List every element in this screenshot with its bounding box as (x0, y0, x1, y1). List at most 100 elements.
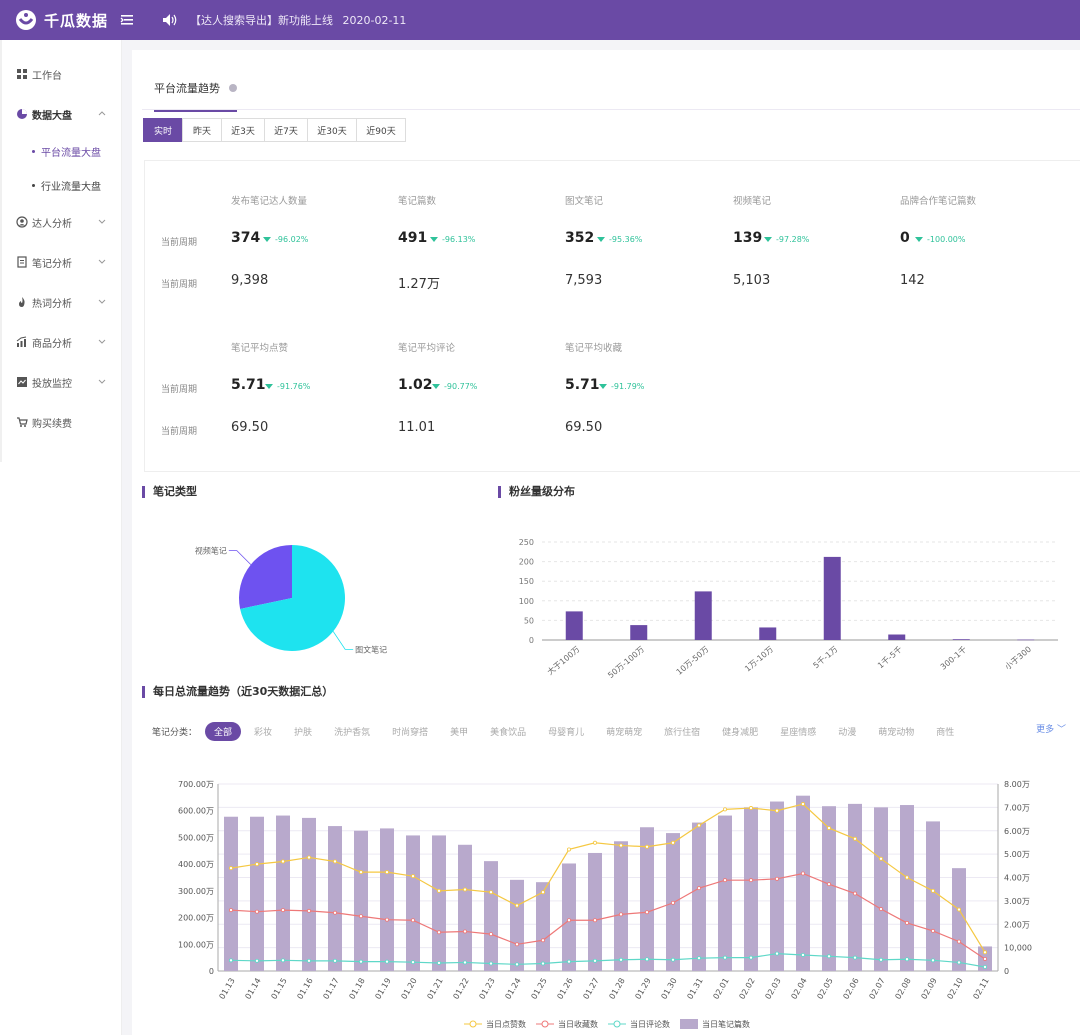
menu-toggle-icon[interactable] (118, 13, 136, 27)
bar (614, 841, 628, 971)
x-tick-label: 02.09 (919, 977, 938, 1001)
sidebar-item-data-dashboard[interactable]: 数据大盘 (0, 94, 121, 134)
x-tick-label: 02.11 (971, 977, 990, 1001)
legend-swatch (613, 1020, 621, 1028)
filter-chip[interactable]: 全部 (205, 722, 242, 741)
range-yesterday[interactable]: 昨天 (182, 118, 222, 142)
more-filters-button[interactable]: 更多 ﹀ (1036, 722, 1066, 735)
series-point (255, 862, 260, 867)
series-point (801, 802, 806, 807)
series-point (801, 871, 806, 876)
series-point (801, 952, 806, 957)
filter-chip[interactable]: 彩妆 (254, 728, 273, 738)
bar (952, 868, 966, 971)
filter-chip[interactable]: 星座情感 (780, 728, 817, 738)
series-point (332, 958, 337, 963)
filter-chip[interactable]: 萌宠萌宠 (606, 728, 643, 738)
bar (694, 591, 712, 640)
x-tick-label: 01.22 (451, 977, 470, 1001)
range-7days[interactable]: 近7天 (264, 118, 308, 142)
series-point (671, 900, 676, 905)
filter-chip[interactable]: 护肤 (294, 728, 313, 738)
tab-platform-trend[interactable]: 平台流量趋势 (154, 80, 237, 112)
series-point (566, 918, 571, 923)
series-point (853, 891, 858, 896)
series-point (671, 840, 676, 845)
user-icon (16, 216, 28, 228)
metric-value: 374 (231, 230, 261, 246)
metric-change-text: -96.02% (275, 235, 309, 244)
metric-title: 品牌合作笔记篇数 (900, 196, 977, 207)
range-realtime[interactable]: 实时 (143, 118, 183, 142)
metric-prev: 1.27万 (398, 277, 440, 292)
series-point (229, 958, 234, 963)
notice-bar[interactable]: 【达人搜索导出】新功能上线 2020-02-11 (190, 12, 406, 28)
series-point (358, 959, 363, 964)
filter-chip[interactable]: 健身减肥 (722, 728, 759, 738)
x-tick-label: 01.14 (243, 977, 262, 1001)
y-left-tick-label: 400.00万 (178, 860, 214, 869)
bar (796, 795, 810, 971)
y-tick-label: 50 (524, 616, 534, 625)
bar (744, 807, 758, 971)
filter-chip[interactable]: 美食饮品 (490, 728, 527, 738)
sidebar-item-monitor[interactable]: 投放监控 (0, 362, 121, 402)
filter-chip[interactable]: 动漫 (838, 728, 857, 738)
range-3days[interactable]: 近3天 (221, 118, 265, 142)
filter-chip[interactable]: 旅行住宿 (664, 728, 701, 738)
metric-prev: 7,593 (565, 273, 603, 288)
sidebar-item-label: 数据大盘 (32, 110, 72, 122)
range-90days[interactable]: 近90天 (356, 118, 406, 142)
metric-value: 5.71 (231, 377, 266, 393)
sidebar-subitem-industry[interactable]: 行业流量大盘 (0, 168, 121, 202)
sidebar-item-products[interactable]: 商品分析 (0, 322, 121, 362)
series-point (436, 960, 441, 965)
info-icon[interactable] (229, 84, 237, 92)
series-point (957, 939, 962, 944)
metric-value: 5.71 (565, 377, 600, 393)
bar (562, 863, 576, 971)
filter-chip[interactable]: 萌宠动物 (878, 728, 915, 738)
filter-chip[interactable]: 美甲 (450, 728, 469, 738)
filter-chip[interactable]: 时尚穿搭 (392, 728, 429, 738)
y-right-tick-label: 2.00万 (1004, 920, 1030, 929)
series-point (827, 954, 832, 959)
series-point (697, 886, 702, 891)
bar (250, 816, 264, 971)
grid-icon (17, 69, 27, 79)
filter-chip[interactable]: 洗护香氛 (334, 728, 371, 738)
filter-label: 笔记分类： (152, 728, 198, 738)
series-point (384, 870, 389, 875)
logo[interactable]: 千瓜数据 (14, 8, 118, 32)
filter-chip[interactable]: 母婴育儿 (548, 728, 585, 738)
bar (510, 879, 524, 971)
chevron-down-icon (98, 339, 106, 344)
speaker-icon (163, 14, 177, 26)
series-point (384, 959, 389, 964)
metric-prev: 69.50 (231, 420, 269, 435)
down-triangle-icon (915, 237, 923, 242)
series-point (332, 910, 337, 915)
metric-change-text: -100.00% (927, 235, 966, 244)
bar (224, 816, 238, 971)
bar (328, 826, 342, 971)
metric-change: -96.13% (430, 235, 475, 244)
metric-title: 发布笔记达人数量 (231, 196, 308, 207)
chevron-down-icon: ﹀ (1056, 725, 1066, 735)
range-30days[interactable]: 近30天 (307, 118, 357, 142)
sidebar-item-hotwords[interactable]: 热词分析 (0, 282, 121, 322)
series-point (853, 836, 858, 841)
sidebar-item-notes[interactable]: 笔记分析 (0, 242, 121, 282)
x-tick-label: 01.24 (503, 977, 522, 1001)
filter-chip[interactable]: 商性 (936, 728, 955, 738)
bar (565, 611, 583, 640)
sidebar-item-influencer[interactable]: 达人分析 (0, 202, 121, 242)
sidebar-item-purchase[interactable]: 购买续费 (0, 402, 121, 442)
x-tick-label: 02.06 (841, 977, 860, 1001)
x-tick-label: 1千-5千 (875, 644, 904, 670)
cart-icon (17, 417, 28, 427)
sidebar-subitem-platform[interactable]: 平台流量大盘 (0, 134, 121, 168)
metric-change-text: -97.28% (776, 235, 810, 244)
bar (900, 805, 914, 971)
sidebar-item-workbench[interactable]: 工作台 (0, 54, 121, 94)
